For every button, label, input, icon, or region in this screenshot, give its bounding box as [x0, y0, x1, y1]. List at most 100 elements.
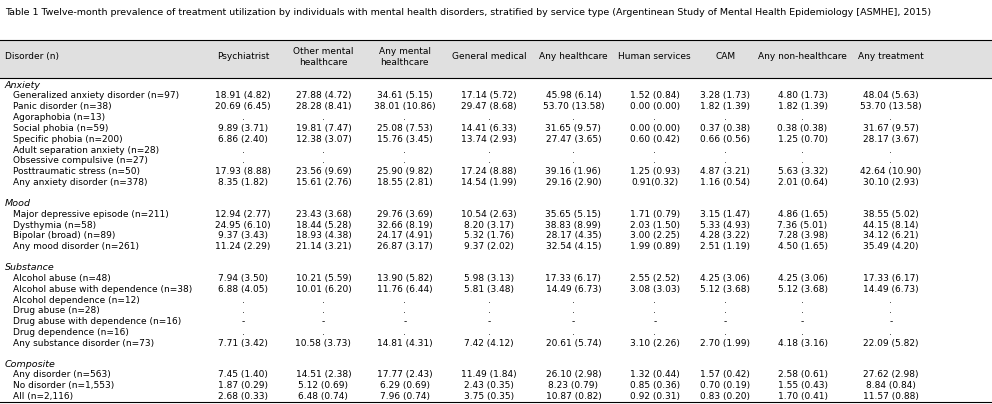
Text: 1.99 (0.89): 1.99 (0.89) [630, 242, 680, 251]
Text: .: . [724, 156, 726, 165]
Text: Any mental
healthcare: Any mental healthcare [379, 47, 431, 67]
Text: .: . [802, 145, 804, 155]
Text: 1.32 (0.44): 1.32 (0.44) [630, 370, 680, 379]
Text: 8.20 (3.17): 8.20 (3.17) [464, 221, 514, 229]
Text: 39.16 (1.96): 39.16 (1.96) [546, 167, 601, 176]
Text: Any treatment: Any treatment [858, 53, 924, 61]
Text: 0.60 (0.42): 0.60 (0.42) [630, 135, 680, 144]
Text: .: . [242, 306, 244, 316]
Text: 0.00 (0.00): 0.00 (0.00) [630, 102, 680, 111]
Text: .: . [654, 145, 656, 155]
Text: 9.37 (2.02): 9.37 (2.02) [464, 242, 514, 251]
Text: 1.55 (0.43): 1.55 (0.43) [778, 381, 827, 390]
Text: .: . [802, 156, 804, 165]
Text: 14.81 (4.31): 14.81 (4.31) [377, 339, 433, 348]
Text: 4.80 (1.73): 4.80 (1.73) [778, 91, 827, 101]
Text: All (n=2,116): All (n=2,116) [13, 392, 73, 401]
Text: 10.01 (6.20): 10.01 (6.20) [296, 285, 351, 294]
Text: .: . [724, 296, 726, 305]
Text: .: . [890, 145, 892, 155]
Text: Major depressive episode (n=211): Major depressive episode (n=211) [13, 210, 169, 219]
Text: Obsessive compulsive (n=27): Obsessive compulsive (n=27) [13, 156, 148, 165]
Text: Panic disorder (n=38): Panic disorder (n=38) [13, 102, 111, 111]
Text: 1.87 (0.29): 1.87 (0.29) [218, 381, 268, 390]
Text: .: . [322, 145, 324, 155]
Text: .: . [488, 328, 490, 337]
Text: 35.49 (4.20): 35.49 (4.20) [863, 242, 919, 251]
Text: 4.18 (3.16): 4.18 (3.16) [778, 339, 827, 348]
Text: 15.61 (2.76): 15.61 (2.76) [296, 178, 351, 187]
Text: 11.76 (6.44): 11.76 (6.44) [377, 285, 433, 294]
Text: 5.98 (3.13): 5.98 (3.13) [464, 274, 514, 283]
Text: No disorder (n=1,553): No disorder (n=1,553) [13, 381, 114, 390]
Text: 8.23 (0.79): 8.23 (0.79) [549, 381, 598, 390]
Text: 1.57 (0.42): 1.57 (0.42) [700, 370, 750, 379]
Text: 5.81 (3.48): 5.81 (3.48) [464, 285, 514, 294]
Text: .: . [654, 328, 656, 337]
Text: Posttraumatic stress (n=50): Posttraumatic stress (n=50) [13, 167, 140, 176]
Text: 1.25 (0.70): 1.25 (0.70) [778, 135, 827, 144]
Text: 4.25 (3.06): 4.25 (3.06) [778, 274, 827, 283]
Text: 14.41 (6.33): 14.41 (6.33) [461, 124, 517, 133]
Text: Bipolar (broad) (n=89): Bipolar (broad) (n=89) [13, 231, 115, 240]
Text: 26.87 (3.17): 26.87 (3.17) [377, 242, 433, 251]
Text: .: . [242, 328, 244, 337]
Text: 6.48 (0.74): 6.48 (0.74) [299, 392, 348, 401]
Text: .: . [572, 145, 574, 155]
Text: Table 1 Twelve-month prevalence of treatment utilization by individuals with men: Table 1 Twelve-month prevalence of treat… [5, 8, 931, 17]
Text: 13.74 (2.93): 13.74 (2.93) [461, 135, 517, 144]
Text: -: - [571, 317, 575, 326]
Text: .: . [488, 156, 490, 165]
Text: 53.70 (13.58): 53.70 (13.58) [543, 102, 604, 111]
Text: Anxiety: Anxiety [5, 81, 41, 90]
Text: 27.47 (3.65): 27.47 (3.65) [546, 135, 601, 144]
Text: .: . [404, 306, 406, 316]
Text: 4.50 (1.65): 4.50 (1.65) [778, 242, 827, 251]
Text: 35.65 (5.15): 35.65 (5.15) [546, 210, 601, 219]
Text: 1.71 (0.79): 1.71 (0.79) [630, 210, 680, 219]
Text: 21.14 (3.21): 21.14 (3.21) [296, 242, 351, 251]
Text: -: - [487, 317, 491, 326]
Text: 48.04 (5.63): 48.04 (5.63) [863, 91, 919, 101]
Text: 1.25 (0.93): 1.25 (0.93) [630, 167, 680, 176]
Text: 34.12 (6.21): 34.12 (6.21) [863, 231, 919, 240]
Text: Disorder (n): Disorder (n) [5, 53, 59, 61]
Text: 6.88 (4.05): 6.88 (4.05) [218, 285, 268, 294]
Text: 3.08 (3.03): 3.08 (3.03) [630, 285, 680, 294]
Text: .: . [890, 156, 892, 165]
Text: Psychiatrist: Psychiatrist [217, 53, 269, 61]
Text: 7.28 (3.98): 7.28 (3.98) [778, 231, 827, 240]
Text: -: - [321, 317, 325, 326]
Text: -: - [403, 317, 407, 326]
Text: 2.51 (1.19): 2.51 (1.19) [700, 242, 750, 251]
Text: 12.38 (3.07): 12.38 (3.07) [296, 135, 351, 144]
Text: 13.90 (5.82): 13.90 (5.82) [377, 274, 433, 283]
Text: Substance: Substance [5, 263, 55, 272]
Text: Any substance disorder (n=73): Any substance disorder (n=73) [13, 339, 154, 348]
Text: 3.10 (2.26): 3.10 (2.26) [630, 339, 680, 348]
Text: 12.94 (2.77): 12.94 (2.77) [215, 210, 271, 219]
Text: 32.66 (8.19): 32.66 (8.19) [377, 221, 433, 229]
Text: 10.58 (3.73): 10.58 (3.73) [296, 339, 351, 348]
Text: 11.49 (1.84): 11.49 (1.84) [461, 370, 517, 379]
Bar [0, 40, 992, 78]
Text: 44.15 (8.14): 44.15 (8.14) [863, 221, 919, 229]
Text: Any disorder (n=563): Any disorder (n=563) [13, 370, 111, 379]
Text: Human services: Human services [618, 53, 691, 61]
Text: Adult separation anxiety (n=28): Adult separation anxiety (n=28) [13, 145, 159, 155]
Text: 31.65 (9.57): 31.65 (9.57) [546, 124, 601, 133]
Text: Composite: Composite [5, 360, 56, 369]
Text: .: . [802, 113, 804, 122]
Text: 17.77 (2.43): 17.77 (2.43) [377, 370, 433, 379]
Text: 10.87 (0.82): 10.87 (0.82) [546, 392, 601, 401]
Text: .: . [488, 306, 490, 316]
Text: 15.76 (3.45): 15.76 (3.45) [377, 135, 433, 144]
Text: 2.55 (2.52): 2.55 (2.52) [630, 274, 680, 283]
Text: 25.08 (7.53): 25.08 (7.53) [377, 124, 433, 133]
Text: 24.17 (4.91): 24.17 (4.91) [377, 231, 433, 240]
Text: .: . [322, 306, 324, 316]
Text: 1.52 (0.84): 1.52 (0.84) [630, 91, 680, 101]
Text: 4.25 (3.06): 4.25 (3.06) [700, 274, 750, 283]
Text: Alcohol dependence (n=12): Alcohol dependence (n=12) [13, 296, 140, 305]
Text: .: . [404, 113, 406, 122]
